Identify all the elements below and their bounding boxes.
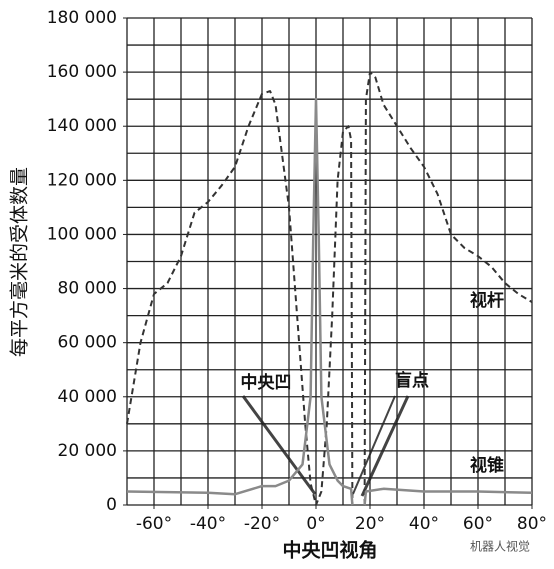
x-tick-label: 40° <box>409 514 439 534</box>
annotation: 盲点 <box>395 370 429 391</box>
series-label: 视杆 <box>470 290 504 311</box>
watermark: 机器人视觉 <box>470 539 530 554</box>
y-tick-label: 60 000 <box>58 333 117 353</box>
x-tick-label: -60° <box>136 514 172 534</box>
y-axis-label: 每平方毫米的受体数量 <box>9 167 31 357</box>
x-tick-label: 0° <box>306 514 325 534</box>
x-tick-label: -20° <box>244 514 280 534</box>
x-tick-label: 60° <box>463 514 493 534</box>
x-tick-label: 80° <box>517 514 547 534</box>
data-line <box>126 71 533 506</box>
y-tick-label: 140 000 <box>47 116 117 136</box>
y-tick-label: 40 000 <box>58 387 117 407</box>
y-tick-label: 100 000 <box>47 224 117 244</box>
y-tick-label: 0 <box>106 495 117 515</box>
x-tick-label: -40° <box>190 514 226 534</box>
y-tick-label: 20 000 <box>58 441 117 461</box>
series-label: 视锥 <box>470 455 504 476</box>
y-tick-label: 120 000 <box>47 170 117 190</box>
y-tick-label: 180 000 <box>47 8 117 28</box>
x-tick-label: 20° <box>355 514 385 534</box>
annotation: 中央凹 <box>241 372 292 393</box>
data-line <box>126 97 533 506</box>
pointer-line <box>352 395 396 495</box>
pointer-line <box>360 395 410 497</box>
y-tick-label: 160 000 <box>47 62 117 82</box>
x-axis-label: 中央凹视角 <box>282 539 377 562</box>
y-tick-label: 80 000 <box>58 279 117 299</box>
